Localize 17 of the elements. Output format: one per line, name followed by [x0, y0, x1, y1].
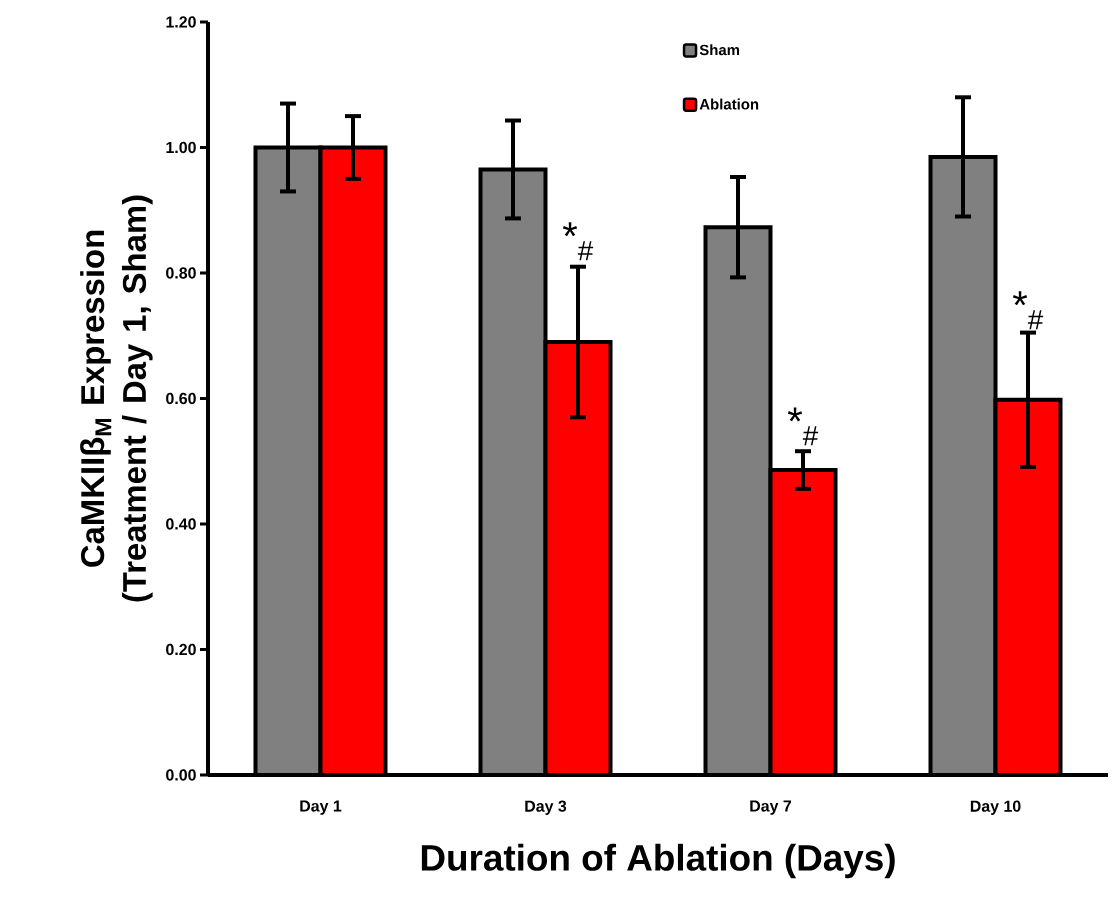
x-axis-title: Duration of Ablation (Days) [421, 843, 895, 879]
annotation: *$_{#}$ [1012, 291, 1044, 330]
legend-label: Ablation [699, 98, 759, 110]
x-tick-label: Day 10 [970, 800, 1021, 815]
y-tick-label: 0.00 [166, 769, 196, 781]
y-tick-label: 0.20 [166, 643, 196, 656]
y-tick-label: 0.40 [166, 518, 196, 530]
y-tick-label: 1.00 [166, 141, 196, 154]
annotation: *$_{#}$ [787, 407, 819, 446]
y-tick-label: 0.60 [166, 392, 196, 405]
legend-label: Sham [699, 44, 740, 56]
x-tick-label: Day 7 [750, 800, 792, 815]
x-tick-label: Day 1 [300, 800, 342, 815]
annotation: *$_{#}$ [562, 222, 594, 261]
y-tick-label: 0.80 [166, 267, 196, 279]
x-tick-label: Day 3 [525, 800, 567, 815]
y-tick-label: 1.20 [166, 16, 196, 28]
